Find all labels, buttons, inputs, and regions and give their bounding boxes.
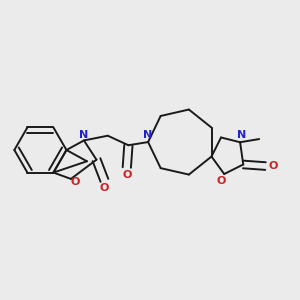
Text: N: N xyxy=(237,130,246,140)
Text: N: N xyxy=(79,130,88,140)
Text: N: N xyxy=(143,130,153,140)
Text: O: O xyxy=(217,176,226,186)
Text: O: O xyxy=(268,161,278,171)
Text: O: O xyxy=(100,183,109,193)
Text: O: O xyxy=(71,177,80,187)
Text: O: O xyxy=(122,170,131,180)
